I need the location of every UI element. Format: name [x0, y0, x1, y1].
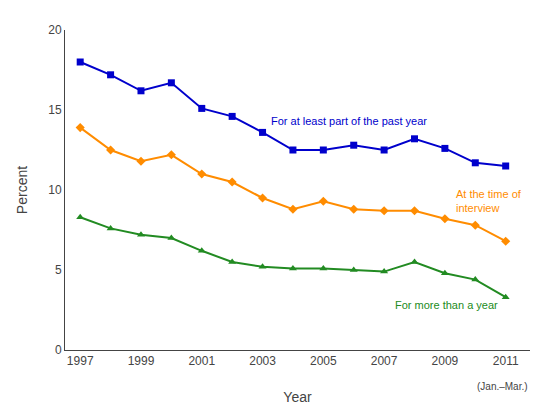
svg-text:(Jan.–Mar.): (Jan.–Mar.) — [477, 381, 528, 392]
svg-text:0: 0 — [55, 343, 62, 357]
svg-text:15: 15 — [48, 103, 62, 117]
svg-text:Percent: Percent — [14, 166, 30, 214]
svg-text:2005: 2005 — [310, 354, 337, 368]
svg-text:2009: 2009 — [432, 354, 459, 368]
svg-text:20: 20 — [48, 23, 62, 37]
svg-text:For more than a year: For more than a year — [395, 299, 498, 311]
svg-text:2011: 2011 — [493, 354, 519, 368]
svg-text:Year: Year — [283, 389, 312, 405]
svg-text:1999: 1999 — [128, 354, 155, 368]
svg-text:For at least part of the past: For at least part of the past year — [271, 115, 427, 127]
svg-text:5: 5 — [55, 263, 62, 277]
svg-text:2001: 2001 — [188, 354, 215, 368]
svg-text:1997: 1997 — [67, 354, 94, 368]
svg-text:2007: 2007 — [371, 354, 398, 368]
svg-text:10: 10 — [48, 183, 62, 197]
svg-text:2003: 2003 — [249, 354, 276, 368]
svg-text:At the time ofinterview: At the time ofinterview — [456, 188, 522, 214]
